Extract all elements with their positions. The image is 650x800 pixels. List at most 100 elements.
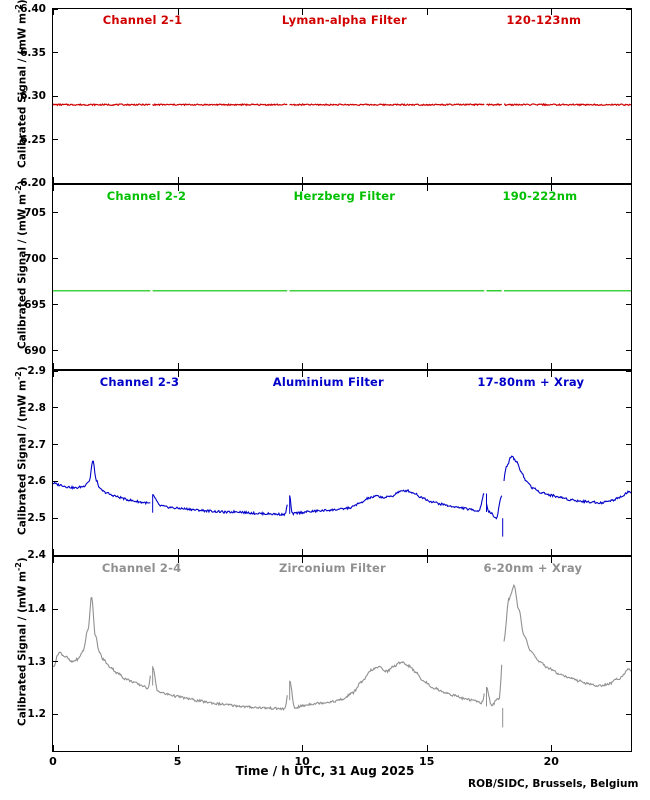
x-tick-top-p4-4 (551, 557, 553, 563)
y-tick-label-p3-2: 2.6 (27, 475, 46, 488)
y-tick-mark-right-p4-2 (626, 608, 632, 610)
y-tick-mark-p3-0 (52, 554, 58, 556)
x-tick-bottom-p3-1 (177, 549, 179, 555)
y-axis-label-p3: Calibrated Signal / (mW m-2) (14, 366, 29, 535)
x-tick-bottom-p4-4 (551, 745, 553, 751)
x-tick-top-p4-3 (426, 557, 428, 563)
y-tick-mark-p1-1 (52, 139, 58, 140)
y-tick-label-p1-4: 6.40 (20, 3, 46, 15)
panel-3-plot-area (53, 371, 631, 537)
panel-channel-2-3: Channel 2-3 Aluminium Filter 17-80nm + X… (52, 370, 632, 556)
x-tick-top-p3-1 (177, 371, 179, 377)
x-tick-top-p1-2 (302, 9, 304, 15)
y-tick-mark-p2-0 (52, 350, 58, 352)
y-tick-mark-right-p2-0 (626, 350, 632, 352)
y-tick-mark-p2-2 (52, 258, 58, 260)
x-tick-top-p1-3 (426, 9, 428, 15)
x-tick-bottom-p3-0 (53, 549, 54, 555)
x-tick-top-p2-0 (53, 185, 54, 191)
y-axis-label-p4: Calibrated Signal / (mW m-2) (14, 557, 29, 726)
x-tick-top-p3-4 (551, 371, 553, 377)
y-tick-mark-right-p4-1 (626, 661, 632, 663)
y-tick-mark-right-p1-1 (626, 139, 632, 140)
x-tick-bottom-p1-0 (53, 177, 54, 183)
y-tick-label-p4-2: 1.4 (27, 603, 46, 616)
y-tick-mark-right-p2-2 (626, 258, 632, 260)
x-tick-top-p4-0 (53, 557, 54, 563)
y-tick-label-p3-0: 2.4 (27, 549, 46, 561)
y-tick-mark-p3-2 (52, 480, 58, 482)
x-axis-title: Time / h UTC, 31 Aug 2025 (235, 764, 415, 778)
y-tick-mark-right-p3-3 (626, 444, 632, 446)
x-tick-bottom-p2-0 (53, 363, 54, 369)
y-tick-label-p2-3: 705 (24, 206, 46, 219)
y-tick-label-p3-4: 2.8 (27, 401, 46, 414)
y-tick-mark-right-p1-4 (626, 8, 632, 10)
x-tick-top-p2-4 (551, 185, 553, 191)
y-axis-label-p2: Calibrated Signal / (mW m-2) (14, 180, 29, 349)
y-tick-mark-right-p3-4 (626, 407, 632, 409)
x-tick-top-p1-0 (53, 9, 54, 15)
y-tick-mark-p1-2 (52, 95, 58, 97)
y-tick-mark-right-p2-3 (626, 212, 632, 214)
y-tick-label-p3-5: 2.9 (27, 365, 46, 377)
y-tick-label-p1-0: 6.20 (20, 177, 46, 189)
x-tick-top-p1-4 (551, 9, 553, 15)
x-tick-bottom-p3-3 (426, 549, 428, 555)
x-tick-label-2: 10 (294, 755, 310, 768)
y-tick-mark-p1-0 (52, 182, 58, 184)
y-tick-label-p2-1: 695 (24, 298, 46, 311)
x-tick-top-p2-1 (177, 185, 179, 191)
y-tick-mark-p1-4 (52, 8, 58, 10)
x-tick-bottom-p1-1 (177, 177, 179, 183)
x-tick-top-p2-2 (302, 185, 304, 191)
x-tick-bottom-p4-1 (177, 745, 179, 751)
y-tick-label-p4-1: 1.3 (27, 655, 46, 668)
x-tick-label-3: 15 (419, 755, 435, 768)
panel-channel-2-2: Channel 2-2 Herzberg Filter 190-222nm (52, 184, 632, 370)
x-tick-bottom-p2-2 (302, 363, 304, 369)
y-tick-mark-p3-4 (52, 407, 58, 409)
y-tick-mark-right-p1-0 (626, 182, 632, 184)
x-tick-bottom-p3-4 (551, 549, 553, 555)
x-tick-top-p3-3 (426, 371, 428, 377)
panel-channel-2-4: Channel 2-4 Zirconium Filter 6-20nm + Xr… (52, 556, 632, 752)
x-tick-top-p1-1 (177, 9, 179, 15)
y-tick-label-p2-2: 700 (24, 252, 46, 265)
x-tick-bottom-p4-3 (426, 745, 428, 751)
panel-4-plot-area (53, 557, 631, 728)
y-tick-mark-p2-1 (52, 304, 58, 306)
y-tick-label-p2-0: 690 (24, 344, 46, 357)
panel-channel-2-1: Channel 2-1 Lyman-alpha Filter 120-123nm (52, 8, 632, 184)
y-tick-mark-right-p3-5 (626, 370, 632, 372)
y-tick-label-p1-2: 6.30 (20, 90, 46, 102)
x-tick-top-p3-0 (53, 371, 54, 377)
y-tick-mark-p3-1 (52, 517, 58, 519)
panel-2-plot-area (53, 185, 631, 369)
y-tick-mark-right-p2-1 (626, 304, 632, 306)
x-tick-top-p2-3 (426, 185, 428, 191)
x-tick-bottom-p3-2 (302, 549, 304, 555)
y-tick-label-p3-3: 2.7 (27, 438, 46, 451)
y-tick-label-p1-1: 6.25 (20, 133, 46, 146)
y-tick-mark-right-p4-0 (626, 713, 632, 715)
x-tick-label-0: 0 (49, 755, 57, 768)
y-tick-label-p3-1: 2.5 (27, 512, 46, 525)
y-tick-mark-p4-1 (52, 661, 58, 663)
y-tick-mark-right-p3-2 (626, 480, 632, 482)
x-tick-bottom-p2-1 (177, 363, 179, 369)
y-axis-label-p1: Calibrated Signal / (mW m-2) (14, 0, 29, 168)
y-tick-mark-p4-2 (52, 608, 58, 610)
y-tick-label-p1-3: 6.35 (20, 46, 46, 59)
x-tick-bottom-p1-2 (302, 177, 304, 183)
y-tick-mark-right-p1-2 (626, 95, 632, 97)
panel-1-plot-area (53, 9, 631, 183)
y-tick-mark-right-p3-0 (626, 554, 632, 556)
x-tick-top-p4-1 (177, 557, 179, 563)
x-tick-bottom-p1-3 (426, 177, 428, 183)
x-tick-bottom-p4-2 (302, 745, 304, 751)
x-tick-label-1: 5 (173, 755, 182, 768)
x-tick-bottom-p1-4 (551, 177, 553, 183)
y-tick-mark-p2-3 (52, 212, 58, 214)
